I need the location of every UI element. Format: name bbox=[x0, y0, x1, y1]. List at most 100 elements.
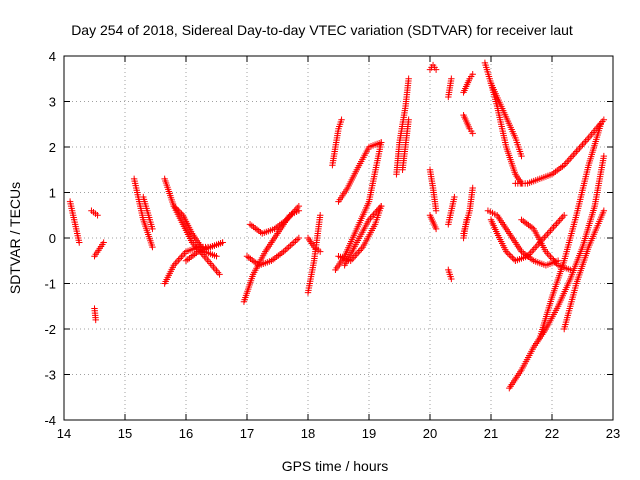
data-point bbox=[292, 237, 299, 245]
data-point bbox=[556, 217, 563, 224]
x-tick-label: 23 bbox=[606, 426, 620, 441]
data-point bbox=[503, 248, 510, 255]
data-point bbox=[507, 253, 515, 260]
series-arc-n bbox=[304, 234, 324, 255]
data-point bbox=[100, 239, 107, 246]
series-arc-ah bbox=[512, 116, 608, 187]
data-point bbox=[92, 316, 99, 324]
y-tick-label: 3 bbox=[49, 95, 56, 110]
data-point bbox=[149, 225, 156, 233]
series-arc-am bbox=[561, 207, 608, 333]
data-point bbox=[178, 210, 185, 217]
data-point bbox=[149, 243, 156, 251]
data-point bbox=[432, 225, 440, 233]
data-point bbox=[506, 251, 513, 258]
data-point bbox=[463, 216, 470, 223]
series-arc-l bbox=[246, 202, 303, 237]
series-arc-b bbox=[88, 207, 101, 219]
chart-title: Day 254 of 2018, Sidereal Day-to-day VTE… bbox=[71, 22, 573, 38]
data-point bbox=[405, 75, 412, 82]
x-tick-label: 22 bbox=[545, 426, 559, 441]
series-arc-ab bbox=[460, 71, 476, 96]
series-arc-v bbox=[426, 61, 440, 73]
y-tick-label: -3 bbox=[44, 368, 56, 383]
y-tick-label: 1 bbox=[49, 186, 56, 201]
data-point bbox=[469, 130, 476, 137]
x-tick-label: 14 bbox=[57, 426, 71, 441]
grid bbox=[64, 56, 613, 420]
data-point bbox=[282, 246, 289, 254]
data-point bbox=[577, 143, 585, 150]
data-point bbox=[580, 139, 588, 147]
series-arc-u bbox=[399, 116, 412, 173]
data-point bbox=[548, 225, 556, 233]
data-point bbox=[448, 275, 455, 283]
data-point bbox=[176, 255, 184, 262]
series-arc-c bbox=[91, 239, 107, 260]
series-arc-f bbox=[161, 175, 223, 278]
data-point bbox=[567, 266, 574, 274]
data-point bbox=[565, 156, 572, 164]
data-point bbox=[568, 153, 576, 160]
series-arc-w bbox=[426, 166, 440, 214]
data-points bbox=[66, 59, 608, 392]
series-arc-aa bbox=[445, 193, 458, 228]
data-point bbox=[510, 256, 518, 263]
series-arc-af bbox=[481, 59, 525, 187]
data-point bbox=[469, 184, 476, 192]
data-point bbox=[550, 223, 557, 231]
data-point bbox=[528, 247, 536, 255]
series-arc-x bbox=[426, 212, 440, 233]
data-point bbox=[600, 207, 608, 214]
data-point bbox=[554, 218, 562, 226]
series-arc-z bbox=[445, 266, 455, 283]
data-point bbox=[567, 155, 574, 162]
data-point bbox=[570, 151, 577, 159]
data-point bbox=[564, 158, 571, 165]
data-point bbox=[290, 239, 297, 246]
data-point bbox=[173, 205, 181, 213]
series-arc-t bbox=[393, 75, 412, 178]
data-point bbox=[469, 71, 476, 78]
data-point bbox=[553, 220, 560, 227]
data-point bbox=[176, 209, 184, 216]
x-tick-label: 18 bbox=[301, 426, 315, 441]
series-arc-al bbox=[536, 121, 604, 342]
data-point bbox=[368, 213, 376, 220]
series-arc-ac bbox=[460, 111, 476, 137]
data-point bbox=[597, 121, 604, 128]
data-point bbox=[173, 258, 181, 266]
x-tick-label: 21 bbox=[484, 426, 498, 441]
series-arc-ag bbox=[487, 80, 525, 160]
data-point bbox=[370, 211, 377, 218]
data-point bbox=[432, 66, 440, 73]
data-point bbox=[518, 152, 525, 160]
data-point bbox=[600, 116, 608, 123]
data-point bbox=[451, 193, 458, 201]
x-tick-label: 17 bbox=[240, 426, 254, 441]
series-arc-an bbox=[518, 216, 574, 274]
data-point bbox=[178, 253, 185, 260]
series-arc-q bbox=[332, 139, 385, 274]
series-arc-ai bbox=[487, 212, 568, 264]
data-point bbox=[574, 146, 582, 154]
y-tick-label: 0 bbox=[49, 231, 56, 246]
data-point bbox=[545, 251, 553, 259]
y-tick-label: 2 bbox=[49, 140, 56, 155]
data-point bbox=[432, 207, 440, 214]
series-outliers-14 bbox=[91, 305, 99, 324]
data-point bbox=[288, 240, 296, 248]
data-point bbox=[571, 150, 579, 157]
y-tick-label: -1 bbox=[44, 277, 56, 292]
x-tick-label: 15 bbox=[118, 426, 132, 441]
data-point bbox=[294, 204, 301, 212]
data-point bbox=[582, 138, 589, 145]
data-point bbox=[285, 243, 292, 251]
data-point bbox=[283, 245, 291, 252]
data-point bbox=[175, 207, 182, 214]
series-arc-i bbox=[182, 239, 226, 264]
series-arc-e bbox=[140, 193, 156, 233]
x-tick-label: 19 bbox=[362, 426, 376, 441]
series-arc-y bbox=[445, 75, 455, 101]
